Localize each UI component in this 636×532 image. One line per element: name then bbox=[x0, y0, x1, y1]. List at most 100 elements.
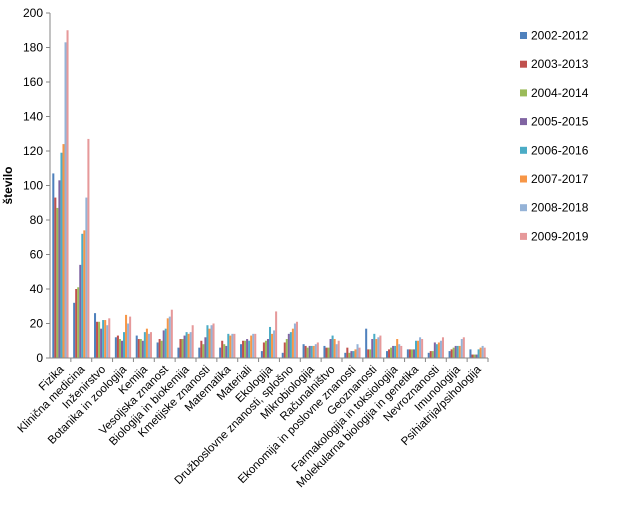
bar bbox=[202, 344, 205, 358]
bar bbox=[354, 349, 357, 358]
bar bbox=[323, 345, 326, 358]
bar bbox=[314, 344, 317, 358]
legend-label: 2003-2013 bbox=[531, 57, 589, 71]
legend-label: 2009-2019 bbox=[531, 229, 589, 243]
bar bbox=[98, 321, 101, 358]
y-tick-label: 120 bbox=[23, 144, 43, 158]
plot-area bbox=[52, 30, 486, 358]
bar bbox=[254, 333, 257, 358]
bar bbox=[248, 340, 251, 358]
legend-label: 2002-2012 bbox=[531, 29, 589, 43]
bar bbox=[327, 347, 330, 358]
y-tick-label: 20 bbox=[30, 317, 44, 331]
legend-label: 2004-2014 bbox=[531, 86, 589, 100]
bar bbox=[388, 349, 391, 358]
bar bbox=[87, 138, 90, 358]
bar bbox=[123, 332, 126, 358]
legend-swatch bbox=[520, 60, 527, 68]
bar bbox=[189, 332, 192, 358]
bar bbox=[406, 349, 409, 358]
bar bbox=[120, 340, 123, 358]
bar bbox=[479, 347, 482, 358]
bar bbox=[75, 289, 78, 358]
bar bbox=[375, 339, 378, 358]
bar bbox=[329, 339, 332, 358]
bar bbox=[287, 333, 290, 358]
legend-swatch bbox=[520, 204, 527, 212]
bar bbox=[147, 333, 150, 358]
bar bbox=[223, 344, 226, 358]
bar bbox=[483, 347, 486, 358]
bar bbox=[429, 351, 432, 358]
legend-swatch bbox=[520, 32, 527, 39]
bar bbox=[54, 197, 57, 358]
bar bbox=[162, 330, 165, 358]
bar bbox=[100, 328, 103, 358]
legend-swatch bbox=[520, 232, 527, 240]
bar bbox=[164, 328, 167, 358]
bar bbox=[94, 313, 97, 358]
bar bbox=[139, 339, 142, 358]
bar bbox=[231, 333, 234, 358]
bar bbox=[346, 347, 349, 358]
bar bbox=[64, 42, 67, 358]
bar bbox=[335, 344, 338, 358]
bar bbox=[108, 318, 111, 358]
bar bbox=[170, 309, 173, 358]
bar bbox=[377, 337, 380, 358]
bar bbox=[371, 339, 374, 358]
bar bbox=[356, 344, 359, 358]
bar bbox=[85, 197, 88, 358]
bar bbox=[135, 335, 138, 358]
bar bbox=[477, 349, 480, 358]
bar bbox=[206, 325, 209, 358]
bar bbox=[281, 352, 284, 358]
bar bbox=[437, 342, 440, 358]
bar bbox=[225, 345, 228, 358]
bar bbox=[415, 340, 418, 358]
bar bbox=[373, 333, 376, 358]
bar bbox=[246, 339, 249, 358]
legend-swatch bbox=[520, 146, 527, 154]
bar bbox=[412, 349, 415, 358]
legend-swatch bbox=[520, 175, 527, 183]
bar bbox=[156, 342, 159, 358]
bar bbox=[262, 342, 265, 358]
bar bbox=[52, 173, 55, 358]
bar bbox=[212, 323, 215, 358]
bar bbox=[421, 339, 424, 358]
bar bbox=[481, 345, 484, 358]
bar bbox=[344, 352, 347, 358]
bar bbox=[475, 354, 478, 358]
legend-label: 2005-2015 bbox=[531, 115, 589, 129]
bar bbox=[348, 352, 351, 358]
bar bbox=[325, 347, 328, 358]
bar bbox=[56, 207, 59, 358]
bar bbox=[229, 335, 232, 358]
bar bbox=[233, 333, 236, 358]
bar bbox=[58, 180, 61, 358]
bar bbox=[441, 337, 444, 358]
bar bbox=[433, 342, 436, 358]
bar bbox=[106, 325, 109, 358]
bar bbox=[250, 335, 253, 358]
bar bbox=[312, 345, 315, 358]
bar bbox=[125, 314, 128, 358]
bar bbox=[439, 340, 442, 358]
bar bbox=[198, 347, 201, 358]
bar bbox=[266, 339, 269, 358]
bar bbox=[462, 337, 465, 358]
bar bbox=[116, 335, 119, 358]
bar bbox=[77, 287, 80, 358]
bar bbox=[452, 347, 455, 358]
bar bbox=[435, 344, 438, 358]
bar bbox=[304, 345, 307, 358]
bar bbox=[96, 321, 99, 358]
bar bbox=[221, 340, 224, 358]
y-tick-label: 100 bbox=[23, 179, 43, 193]
bar bbox=[83, 230, 86, 358]
bar bbox=[390, 347, 393, 358]
bar bbox=[293, 323, 296, 358]
